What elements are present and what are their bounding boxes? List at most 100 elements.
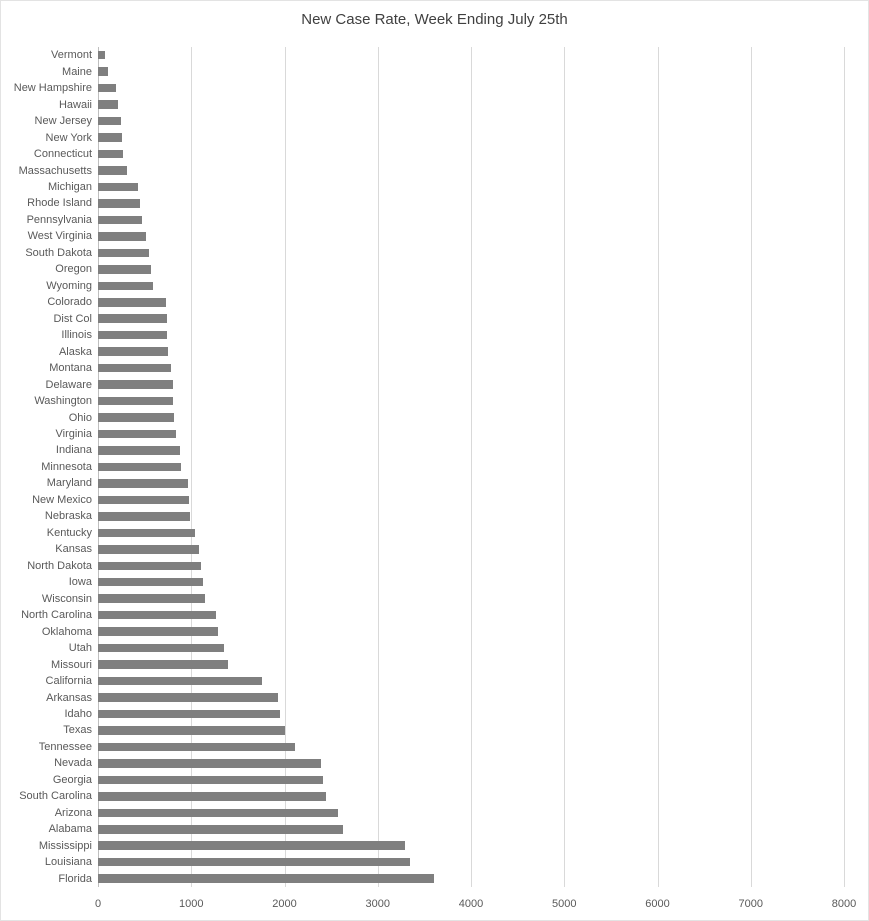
bar-row — [98, 755, 844, 771]
x-tick-label: 8000 — [831, 898, 857, 910]
x-tick-label: 2000 — [272, 898, 297, 910]
bar — [98, 792, 326, 801]
category-label: Dist Col — [53, 312, 92, 325]
bar — [98, 627, 219, 636]
bar — [98, 874, 434, 883]
chart-title: New Case Rate, Week Ending July 25th — [301, 11, 568, 28]
bar-row — [98, 689, 844, 705]
bar — [98, 676, 263, 686]
category-label: Massachusetts — [18, 164, 92, 177]
category-label: Rhode Island — [27, 197, 92, 210]
category-label: Arizona — [54, 806, 92, 819]
bar — [98, 495, 190, 505]
x-tick-label: 7000 — [738, 898, 763, 910]
category-label: North Dakota — [27, 559, 92, 572]
bar — [98, 347, 168, 356]
bar-row — [98, 376, 844, 392]
bar-row — [98, 409, 844, 425]
bar-row — [98, 558, 844, 574]
bar-row — [98, 525, 844, 541]
bar — [98, 67, 109, 76]
bar — [98, 149, 124, 159]
x-tick-label: 6000 — [645, 898, 670, 910]
bar-row — [98, 343, 844, 359]
gridline — [191, 47, 193, 887]
bar-row — [98, 739, 844, 755]
bar-row — [98, 261, 844, 277]
bar-row — [98, 640, 844, 656]
category-label: Nebraska — [44, 510, 92, 523]
gridline — [564, 47, 566, 887]
category-label: Wisconsin — [41, 592, 92, 605]
bar-row — [98, 459, 844, 475]
category-label: Vermont — [51, 49, 92, 62]
bar — [98, 660, 228, 669]
category-label: Minnesota — [41, 460, 92, 473]
bar-row — [98, 541, 844, 557]
bar-row — [98, 146, 844, 162]
x-tick-label: 0 — [94, 898, 102, 910]
category-label: Delaware — [45, 378, 92, 391]
bar — [98, 199, 140, 208]
bar — [98, 528, 195, 538]
bar — [98, 133, 123, 142]
bar-row — [98, 508, 844, 524]
bar-row — [98, 179, 844, 195]
bar-row — [98, 475, 844, 491]
category-label: Oklahoma — [41, 625, 92, 638]
bar-row — [98, 623, 844, 639]
bar — [98, 363, 171, 373]
category-label: South Dakota — [25, 246, 92, 259]
bar-row — [98, 327, 844, 343]
bar-row — [98, 590, 844, 606]
bar-row — [98, 426, 844, 442]
bar-row — [98, 788, 844, 804]
category-label: Georgia — [52, 773, 92, 786]
bar — [98, 182, 139, 192]
category-label: Kansas — [55, 543, 92, 556]
bar — [98, 759, 321, 768]
bar — [98, 232, 147, 241]
bar-row — [98, 574, 844, 590]
category-label: Illinois — [61, 329, 92, 342]
bar-row — [98, 805, 844, 821]
bar — [98, 726, 286, 735]
bar-row — [98, 656, 844, 672]
bar — [98, 693, 278, 702]
bar-row — [98, 47, 844, 63]
bar — [98, 462, 181, 472]
x-axis-tick-labels: 0 1000 2000 3000 4000 5000 6000 7000 8000 — [94, 898, 856, 914]
category-label: Arkansas — [46, 691, 92, 704]
category-label: Texas — [63, 724, 92, 737]
bar-row — [98, 80, 844, 96]
bar-row — [98, 195, 844, 211]
category-label: New Mexico — [32, 493, 92, 506]
bar — [98, 429, 177, 439]
category-label: Maryland — [46, 477, 92, 490]
category-label: Missouri — [51, 658, 92, 671]
bar-row — [98, 722, 844, 738]
bar — [98, 841, 405, 850]
bar-row — [98, 772, 844, 788]
bar-row — [98, 278, 844, 294]
category-label: Kentucky — [46, 526, 92, 539]
bar — [98, 265, 152, 274]
bar — [98, 512, 191, 521]
category-label: Alabama — [48, 823, 92, 836]
bar — [98, 166, 127, 175]
category-label: Nevada — [54, 757, 92, 770]
category-label: Indiana — [55, 444, 92, 457]
bar-row — [98, 228, 844, 244]
category-label: Montana — [49, 362, 92, 375]
bar-row — [98, 113, 844, 129]
bar — [98, 577, 204, 587]
bar-row — [98, 212, 844, 228]
bar — [98, 116, 122, 126]
category-label: Idaho — [64, 707, 92, 720]
bar-row — [98, 442, 844, 458]
x-tick-label: 1000 — [179, 898, 204, 910]
bar — [98, 100, 118, 109]
gridline — [844, 47, 845, 887]
gridline — [377, 47, 379, 887]
